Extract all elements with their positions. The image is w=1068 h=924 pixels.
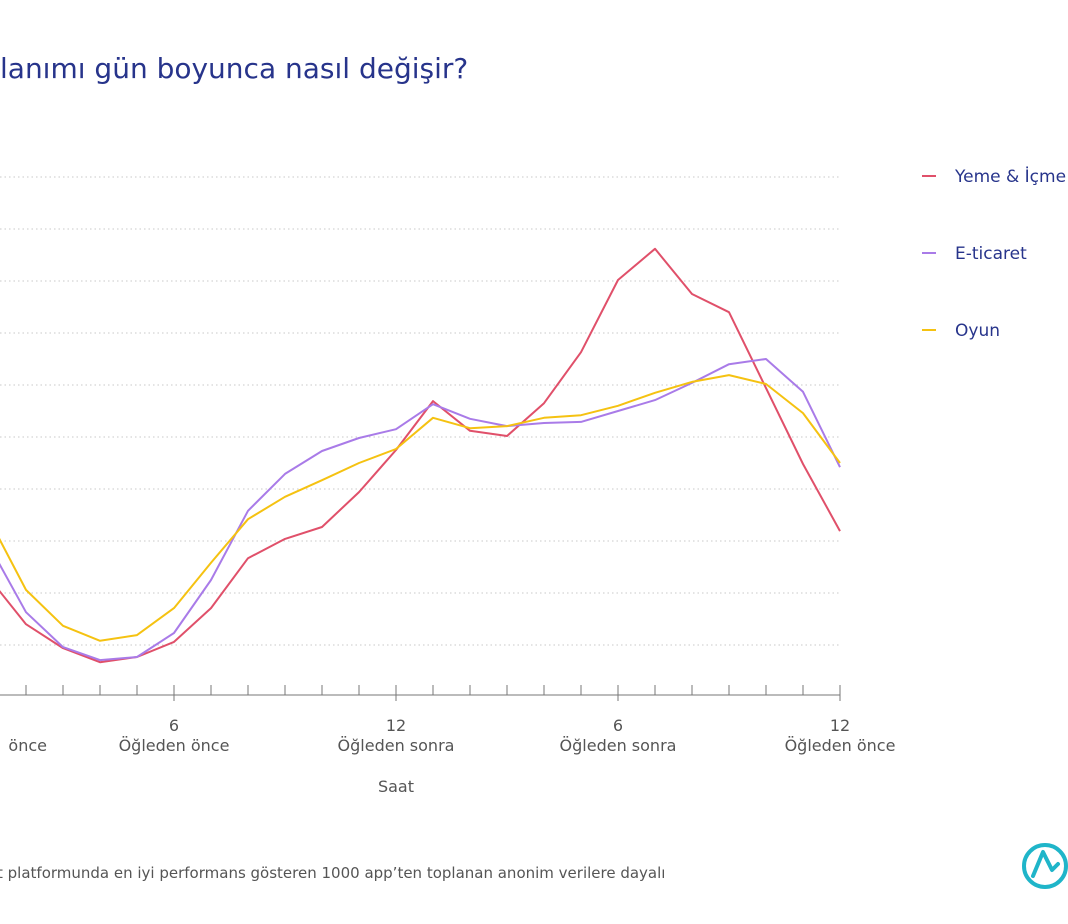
x-tick-sublabel: Öğleden sonra bbox=[338, 736, 455, 755]
series-line bbox=[0, 374, 841, 642]
legend-label: E-ticaret bbox=[955, 244, 1027, 264]
logo bbox=[1022, 843, 1068, 889]
legend-label: Oyun bbox=[955, 321, 1000, 341]
x-tick-label: 12 bbox=[386, 716, 406, 735]
legend-label: Yeme & İçme bbox=[954, 166, 1066, 187]
x-tick-label: 6 bbox=[169, 716, 179, 735]
x-tick-sublabel: Öğleden önce bbox=[119, 736, 230, 755]
footnote: t platformunda en iyi performans göstere… bbox=[0, 864, 665, 882]
x-tick-sublabel: önce bbox=[8, 736, 47, 755]
series-line bbox=[0, 358, 841, 662]
x-tick-label: 6 bbox=[613, 716, 623, 735]
logo-glyph bbox=[1031, 850, 1060, 878]
chart-title: lanımı gün boyunca nasıl değişir? bbox=[0, 52, 468, 85]
x-tick-sublabel: Öğleden önce bbox=[785, 736, 896, 755]
x-tick-label: 12 bbox=[830, 716, 850, 735]
x-axis-label: Saat bbox=[378, 777, 414, 796]
logo-ring bbox=[1022, 843, 1068, 889]
x-tick-sublabel: Öğleden sonra bbox=[560, 736, 677, 755]
series-line bbox=[0, 247, 841, 664]
